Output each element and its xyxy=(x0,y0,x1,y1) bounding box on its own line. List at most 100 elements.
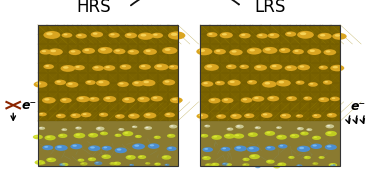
Circle shape xyxy=(334,67,342,70)
Circle shape xyxy=(318,97,329,102)
Circle shape xyxy=(116,50,124,54)
Circle shape xyxy=(115,147,127,153)
Circle shape xyxy=(223,148,229,151)
Circle shape xyxy=(324,49,336,55)
Circle shape xyxy=(121,83,127,86)
Circle shape xyxy=(122,97,135,103)
Circle shape xyxy=(166,49,175,53)
Circle shape xyxy=(76,134,80,136)
Circle shape xyxy=(141,65,146,67)
Circle shape xyxy=(41,113,46,116)
Circle shape xyxy=(298,128,301,129)
Circle shape xyxy=(111,162,113,164)
Circle shape xyxy=(223,163,226,164)
Circle shape xyxy=(219,115,225,118)
Circle shape xyxy=(273,165,280,169)
Circle shape xyxy=(223,34,231,38)
Circle shape xyxy=(249,49,255,52)
Circle shape xyxy=(42,162,43,163)
Circle shape xyxy=(158,65,167,70)
Circle shape xyxy=(173,34,183,39)
Circle shape xyxy=(333,98,339,101)
Circle shape xyxy=(262,47,277,54)
Circle shape xyxy=(79,159,81,160)
Circle shape xyxy=(237,147,245,151)
Circle shape xyxy=(229,66,235,69)
Circle shape xyxy=(142,35,152,39)
Circle shape xyxy=(304,156,311,159)
Circle shape xyxy=(328,114,332,115)
Circle shape xyxy=(290,157,294,159)
Circle shape xyxy=(308,82,318,87)
Circle shape xyxy=(226,127,233,131)
Circle shape xyxy=(139,156,143,157)
Circle shape xyxy=(213,136,217,138)
Circle shape xyxy=(282,49,289,52)
Circle shape xyxy=(34,135,38,137)
Circle shape xyxy=(260,35,266,38)
Circle shape xyxy=(263,113,267,116)
Circle shape xyxy=(310,144,322,149)
Circle shape xyxy=(247,146,259,152)
Circle shape xyxy=(130,114,135,116)
Circle shape xyxy=(243,98,247,100)
Circle shape xyxy=(288,97,292,99)
Circle shape xyxy=(60,65,75,72)
Circle shape xyxy=(60,135,66,137)
Circle shape xyxy=(58,134,67,138)
Circle shape xyxy=(227,135,234,138)
Circle shape xyxy=(61,163,68,166)
Circle shape xyxy=(62,33,72,38)
Circle shape xyxy=(228,128,230,129)
Circle shape xyxy=(90,134,94,135)
Circle shape xyxy=(230,114,242,119)
Circle shape xyxy=(40,128,44,129)
Bar xyxy=(200,121,340,166)
Circle shape xyxy=(300,132,309,135)
Circle shape xyxy=(57,114,61,116)
Circle shape xyxy=(207,32,217,37)
Circle shape xyxy=(296,81,305,85)
Circle shape xyxy=(94,33,102,37)
Bar xyxy=(38,25,178,166)
Circle shape xyxy=(233,115,240,118)
Circle shape xyxy=(206,125,209,127)
Circle shape xyxy=(244,99,251,102)
Circle shape xyxy=(77,159,84,162)
Circle shape xyxy=(64,33,68,35)
Circle shape xyxy=(257,166,260,168)
Circle shape xyxy=(298,82,304,84)
Circle shape xyxy=(235,125,244,129)
Circle shape xyxy=(120,129,124,130)
Circle shape xyxy=(204,157,207,158)
Circle shape xyxy=(302,132,305,134)
Circle shape xyxy=(241,97,253,103)
Circle shape xyxy=(231,50,237,53)
Circle shape xyxy=(211,135,222,140)
Circle shape xyxy=(323,80,332,85)
Circle shape xyxy=(268,147,274,150)
Circle shape xyxy=(271,34,278,38)
FancyArrowPatch shape xyxy=(131,0,239,5)
Circle shape xyxy=(128,113,140,119)
Circle shape xyxy=(74,145,81,149)
Circle shape xyxy=(256,66,261,68)
Circle shape xyxy=(249,81,253,82)
Circle shape xyxy=(280,82,289,86)
Circle shape xyxy=(115,50,120,52)
Circle shape xyxy=(110,33,115,35)
Circle shape xyxy=(69,83,77,87)
Circle shape xyxy=(287,32,291,34)
Circle shape xyxy=(45,135,56,140)
Circle shape xyxy=(218,115,222,117)
Circle shape xyxy=(86,50,93,53)
Circle shape xyxy=(119,64,131,70)
Circle shape xyxy=(45,146,52,150)
Circle shape xyxy=(34,81,48,88)
Circle shape xyxy=(283,115,290,118)
Circle shape xyxy=(35,160,45,165)
Circle shape xyxy=(301,147,308,151)
Circle shape xyxy=(327,125,330,127)
Circle shape xyxy=(133,126,137,128)
Circle shape xyxy=(285,32,296,37)
